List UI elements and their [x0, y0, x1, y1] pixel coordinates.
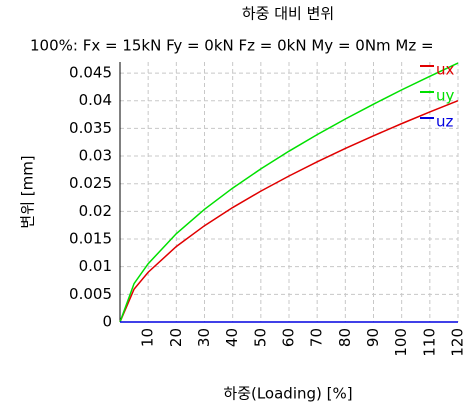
- x-tick-label: 30: [195, 328, 213, 347]
- chart-subtitle: 100%: Fx = 15kN Fy = 0kN Fz = 0kN My = 0…: [30, 37, 434, 55]
- y-tick-label: 0.02: [79, 202, 112, 220]
- legend-label: uy: [436, 87, 455, 105]
- y-tick-label: 0.045: [69, 64, 112, 82]
- x-tick-label: 90: [364, 328, 382, 347]
- x-axis-label: 하중(Loading) [%]: [223, 385, 352, 403]
- x-tick-label: 100: [392, 328, 410, 357]
- line-series: [119, 62, 459, 323]
- x-tick-label: 10: [139, 328, 157, 347]
- y-tick-label: 0.005: [69, 285, 112, 303]
- y-tick-label: 0.035: [69, 119, 112, 137]
- y-tick-label: 0.04: [79, 91, 112, 109]
- y-tick-label: 0.01: [79, 257, 112, 275]
- x-tick-label: 120: [449, 328, 467, 357]
- x-tick-label: 70: [308, 328, 326, 347]
- y-tick-label: 0.025: [69, 174, 112, 192]
- y-tick-label: 0.03: [79, 147, 112, 165]
- x-tick-label: 60: [280, 328, 298, 347]
- y-tick-label: 0: [102, 313, 112, 331]
- legend-label: ux: [436, 61, 455, 79]
- x-tick-label: 20: [167, 328, 185, 347]
- x-tick-label: 110: [420, 328, 438, 357]
- y-tick-label: 0.015: [69, 230, 112, 248]
- x-tick-label: 80: [336, 328, 354, 347]
- y-axis-label: 변위 [mm]: [19, 155, 37, 228]
- legend-label: uz: [436, 113, 454, 131]
- x-tick-label: 50: [251, 328, 269, 347]
- chart-title: 하중 대비 변위: [242, 5, 334, 23]
- line-series: [119, 100, 459, 323]
- x-tick-label: 40: [223, 328, 241, 347]
